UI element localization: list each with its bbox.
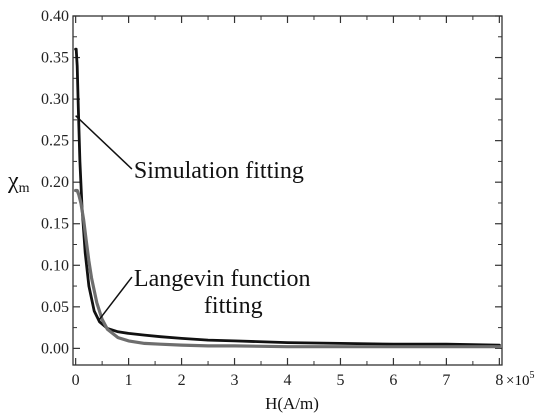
annotation-langevin-text: fitting <box>204 293 263 319</box>
x-tick-label: 5 <box>336 372 344 389</box>
y-tick-label: 0.20 <box>41 174 69 191</box>
y-tick-label: 0.30 <box>41 91 69 108</box>
y-axis-symbol: χ <box>7 168 19 194</box>
x-tick-label: 3 <box>231 372 239 389</box>
annotations: Simulation fitting Langevin functionfitti… <box>75 115 311 320</box>
data-series <box>74 47 501 349</box>
x-tick-label: 2 <box>178 372 186 389</box>
x-axis-ticks: 0 1 2 3 4 5 6 7 8 <box>72 16 503 389</box>
annotation-leader <box>75 115 133 170</box>
y-axis-ticks: 0.00 0.05 0.10 0.15 0.20 0.25 0.30 0.35 0.40 <box>41 8 502 357</box>
annotation-leader <box>98 276 133 320</box>
y-axis-subscript: m <box>19 181 30 196</box>
x-tick-label: 7 <box>442 372 450 389</box>
y-axis-title: χm <box>7 168 30 196</box>
x-tick-label: 8 <box>495 372 503 389</box>
series-line-2 <box>74 188 501 349</box>
x-axis-title: H(A/m) <box>265 394 319 413</box>
y-tick-label: 0.05 <box>41 299 69 316</box>
y-tick-label: 0.25 <box>41 133 69 150</box>
y-tick-label: 0.00 <box>41 340 69 357</box>
annotation-langevin-text: Langevin function <box>134 266 311 292</box>
x-tick-label: 4 <box>284 372 292 389</box>
series-line-1 <box>74 47 501 347</box>
x-axis-multiplier-text: ×10 <box>506 373 529 389</box>
y-tick-label: 0.35 <box>41 50 69 67</box>
annotation-simulation-text: Simulation fitting <box>134 158 304 184</box>
y-tick-label: 0.10 <box>41 257 69 274</box>
x-tick-label: 0 <box>72 372 80 389</box>
y-tick-label: 0.15 <box>41 216 69 233</box>
y-tick-label: 0.40 <box>41 8 69 25</box>
x-tick-label: 1 <box>125 372 133 389</box>
x-tick-label: 6 <box>389 372 397 389</box>
plot-axes <box>72 15 503 366</box>
x-axis-multiplier: ×105 <box>506 370 534 389</box>
x-axis-multiplier-exponent: 5 <box>529 370 534 381</box>
plot-frame <box>72 15 503 366</box>
